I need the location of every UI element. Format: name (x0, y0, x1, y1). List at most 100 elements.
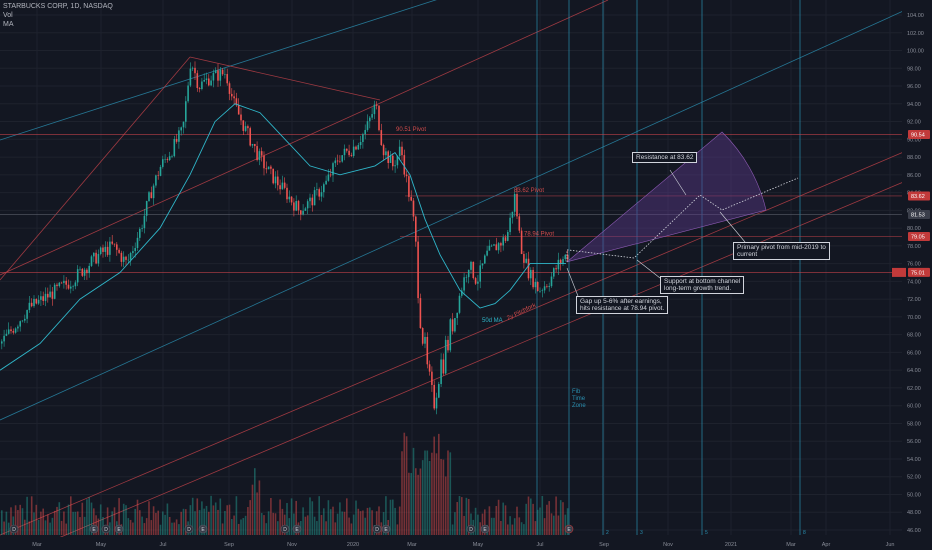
candle-body (518, 216, 521, 231)
volume-bar (500, 520, 502, 535)
volume-bar (178, 524, 180, 535)
volume-bar (129, 519, 132, 535)
fib-label: Time (572, 396, 586, 402)
volume-bar (447, 450, 449, 535)
volume-bar (461, 497, 463, 535)
candle-body (304, 208, 307, 211)
volume-indicator-label[interactable]: Vol (3, 12, 13, 19)
price-marker-label: 90.54 (911, 133, 925, 139)
y-tick-label: 58.00 (907, 421, 921, 427)
volume-bar (228, 504, 231, 535)
candle-body (532, 269, 534, 288)
annotation-primary-pivot[interactable]: Primary pivot from mid-2019 to current (733, 242, 830, 260)
event-marker-dot (101, 524, 111, 534)
volume-bar (205, 505, 208, 535)
volume-bar (415, 468, 417, 535)
pivot-lines (0, 134, 932, 273)
candle-body (35, 298, 38, 304)
volume-bar (527, 496, 530, 535)
candle-body (106, 246, 109, 255)
pivot-label: 78.94 Pivot (524, 232, 554, 238)
volume-bar (417, 474, 419, 535)
candle-body (341, 155, 343, 162)
volume-bar (274, 513, 277, 535)
volume-bar (65, 523, 67, 535)
volume-bar (90, 502, 93, 535)
candle-body (155, 175, 157, 186)
y-tick-label: 100.00 (907, 49, 924, 55)
volume-bar (412, 447, 415, 535)
volume-bar (194, 511, 196, 535)
volume-bar (562, 502, 564, 535)
event-marker-dot (381, 524, 391, 534)
volume-bar (546, 504, 548, 535)
volume-bar (553, 515, 555, 535)
candle-body (251, 144, 254, 146)
candle-body (295, 201, 297, 211)
volume-bar (329, 509, 332, 535)
candle-body (378, 105, 380, 131)
candle-body (182, 121, 185, 128)
event-marker-label: D (283, 527, 287, 533)
candle-body (258, 151, 261, 161)
volume-bar (3, 521, 5, 535)
candle-body (332, 163, 334, 176)
candle-body (51, 291, 54, 299)
event-marker-dot (480, 524, 490, 534)
volume-bar (159, 524, 162, 535)
projection-fan (566, 131, 799, 297)
volume-bar (380, 522, 383, 535)
volume-bar (267, 511, 270, 535)
volume-bar (60, 520, 63, 535)
candle-body (502, 237, 504, 246)
candle-body (433, 384, 435, 409)
annotation-support[interactable]: Support at bottom channel long-term grow… (660, 276, 745, 294)
volume-bar (42, 508, 44, 535)
event-marker-label: E (567, 527, 571, 533)
candle-body (109, 241, 111, 255)
volume-bar (21, 508, 24, 535)
candle-body (79, 268, 81, 270)
event-marker-dot (466, 524, 476, 534)
candle-body (543, 286, 546, 291)
volume-bar (263, 515, 265, 535)
x-tick-label: May (96, 542, 107, 548)
ma-indicator-label[interactable]: MA (3, 21, 14, 28)
candle-body (58, 282, 61, 287)
volume-bar (343, 511, 346, 535)
volume-bar (516, 506, 518, 535)
candle-body (548, 286, 550, 287)
volume-bar (532, 503, 534, 535)
volume-bar (346, 498, 348, 535)
volume-bar (139, 510, 141, 535)
time-axis[interactable]: Mar May Jul Sep Nov 2020 Mar May Jul Sep Nov 2021 Ma… (0, 537, 932, 550)
candle-body (463, 277, 465, 291)
volume-bar (122, 503, 125, 535)
volume-bar (217, 509, 219, 535)
symbol-title[interactable]: STARBUCKS CORP, 1D, NASDAQ (3, 3, 113, 10)
candle-body (111, 241, 113, 244)
candle-body (233, 96, 235, 99)
event-marker-dot (292, 524, 302, 534)
candle-body (346, 148, 348, 151)
candle-body (99, 247, 102, 254)
volume-bar (28, 521, 31, 535)
candle-body (247, 126, 249, 129)
candle-body (472, 261, 475, 279)
volume-bar (26, 496, 28, 535)
candle-body (272, 168, 274, 184)
price-axis[interactable]: 104.00 102.00 100.00 98.00 96.00 94.00 92.00 90… (892, 0, 932, 550)
annotation-resistance[interactable]: Resistance at 83.62 (632, 152, 698, 163)
volume-bar (405, 436, 408, 535)
volume-bar (152, 506, 155, 535)
annotation-gap-up[interactable]: Gap up 5-6% after earnings, hits resista… (576, 296, 669, 314)
volume-bar (490, 517, 493, 535)
y-tick-label: 94.00 (907, 102, 921, 108)
candle-body (63, 280, 65, 283)
candle-body (134, 248, 136, 252)
volume-bar (168, 516, 171, 535)
candle-body (42, 296, 44, 301)
volume-bar (180, 511, 182, 535)
candle-body (343, 148, 346, 156)
